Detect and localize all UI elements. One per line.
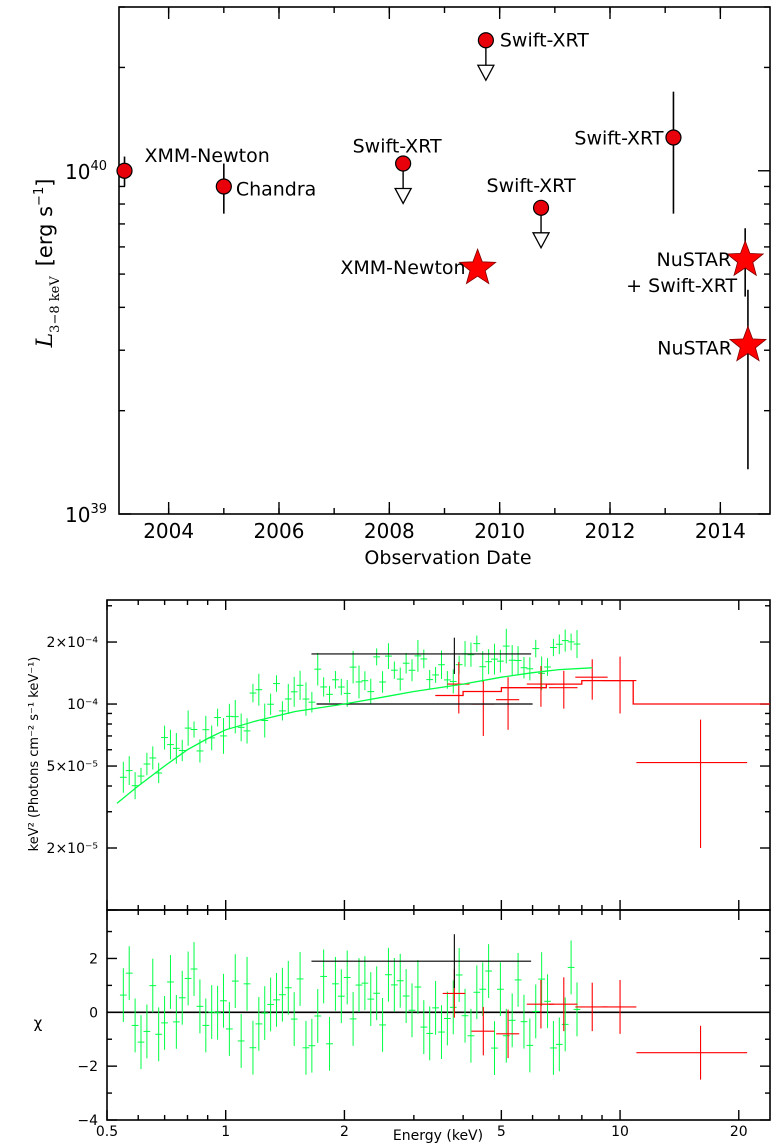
x-tick-label: 20 [730,1124,748,1140]
data-point-circle [395,155,412,172]
mid-data-marks [116,628,770,848]
top-y-axis-label: L3−8 keV [erg s−1] [32,179,63,349]
bot-plot-frame [106,909,771,1121]
top-point-labels: XMM-Newton Chandra Swift-XRT Swift-XRT XMM-N… [145,29,738,359]
point-label: XMM-Newton [145,145,270,167]
top-x-tick-labels: 2004 2006 2008 2010 2012 2014 [143,519,746,543]
spectrum-panel: 2×10⁻⁴ 10⁻⁴ 5×10⁻⁵ 2×10⁻⁵ keV² (Photons cm⁻… [27,599,771,911]
y-tick-label: 2 [89,951,98,967]
x-tick-label: 2008 [364,519,415,543]
point-label: Swift-XRT [500,29,589,51]
y-tick-label: 0 [89,1005,98,1021]
luminancy-lightcurve-panel: XMM-Newton Chandra Swift-XRT Swift-XRT XMM-N… [32,6,771,569]
y-label-close: ] [33,179,57,187]
y-tick-label: 1039 [65,502,107,527]
point-label: XMM-Newton [340,257,465,279]
svg-text:L3−8 keV[erg s−1]: L3−8 keV [erg s−1] [32,179,63,349]
model-line [435,679,770,705]
upper-limit-arrow [476,64,495,82]
data-point-star [728,325,768,362]
y-tick-label: 10⁻⁴ [67,697,98,713]
x-tick-label: 10 [611,1124,629,1140]
data-point-circle [665,129,682,146]
y-label-exponent: −1 [32,187,47,206]
data-point-circle [215,178,232,195]
y-tick-label: 2×10⁻⁵ [47,841,98,857]
mid-plot-frame [106,599,771,911]
y-label-unit: [erg s [33,206,57,266]
bot-x-axis-label: Energy (keV) [393,1128,483,1144]
upper-limit-arrow [394,187,413,205]
data-point-circle [116,162,133,179]
y-tick-label: 2×10⁻⁴ [47,635,99,651]
y-tick-exponent: 39 [90,502,107,517]
y-tick-base: 10 [65,160,90,184]
x-tick-label: 2006 [254,519,305,543]
top-x-axis-label: Observation Date [364,547,531,569]
x-tick-label: 5 [497,1124,506,1140]
data-point-star [458,248,497,285]
bot-ticks [106,910,770,1121]
model-line [116,667,593,804]
data-point-circle [477,32,494,49]
top-data-marks [116,32,768,470]
y-tick-base: 10 [65,503,90,527]
x-tick-label: 2014 [695,519,746,543]
data-point-star [726,239,765,277]
bot-x-tick-labels: 0.5 1 2 5 10 20 [96,1124,748,1140]
upper-limit-arrow [531,232,551,250]
y-label-subscript: 3−8 keV [48,276,63,333]
x-tick-label: 2004 [143,519,194,543]
x-tick-label: 2010 [474,519,525,543]
data-point-circle [532,199,550,216]
y-tick-label: 5×10⁻⁵ [47,759,98,775]
bot-y-tick-labels: 2 0 −2 −4 [77,951,98,1129]
x-tick-label: 2 [340,1124,349,1140]
x-tick-label: 0.5 [96,1124,118,1140]
point-label: Swift-XRT [574,128,663,150]
mid-y-tick-labels: 2×10⁻⁴ 10⁻⁴ 5×10⁻⁵ 2×10⁻⁵ [47,635,99,857]
bot-y-axis-label: χ [34,1014,43,1032]
point-label: Chandra [236,178,317,200]
point-label: NuSTAR [657,249,732,271]
mid-ticks [106,600,770,911]
y-tick-label: −2 [77,1059,98,1075]
bot-data-marks [107,934,770,1080]
point-label: Swift-XRT [487,175,576,197]
x-tick-label: 1 [221,1124,230,1140]
point-label: Swift-XRT [353,135,442,157]
residual-panel: 20−2−4 0.5 1 2 5 10 20 χ Energy (keV) [34,909,771,1144]
point-label: NuSTAR [657,337,732,359]
y-label-symbol: L [33,333,58,349]
y-tick-label: −4 [77,1113,98,1129]
mid-y-axis-label: keV² (Photons cm⁻² s⁻¹ keV⁻¹) [27,657,42,852]
point-label-2: + Swift-XRT [626,275,737,297]
y-tick-label: 1040 [65,159,107,184]
x-tick-label: 2012 [585,519,636,543]
y-tick-exponent: 40 [90,159,107,174]
